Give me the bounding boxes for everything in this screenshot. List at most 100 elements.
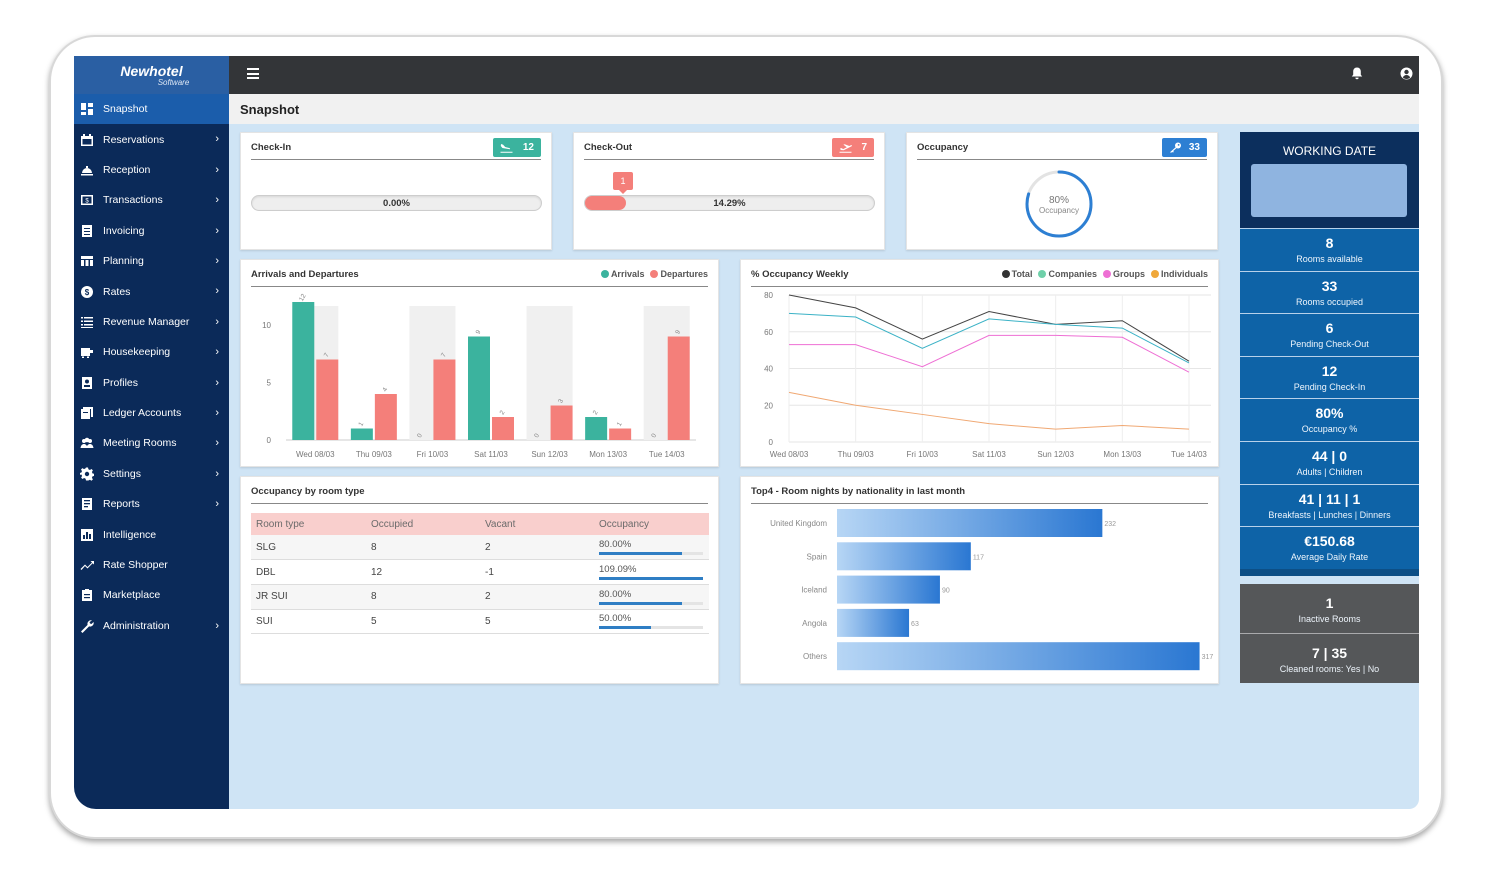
bar-data-label: 7 (440, 352, 448, 359)
series-line-total[interactable] (788, 294, 1190, 362)
hamburger-menu-icon[interactable] (247, 68, 259, 79)
bar-departures[interactable] (316, 359, 339, 441)
divider (751, 286, 1208, 287)
sidebar-item-reception[interactable]: Reception › (74, 155, 229, 185)
table-row[interactable]: DBL 12 -1 109.09% (251, 559, 709, 585)
occupancy-cell: 80.00% (594, 584, 709, 610)
logo-title: Newhotel (120, 62, 183, 79)
y-tick-label: 0 (769, 438, 774, 447)
nationality-bar[interactable] (837, 642, 1200, 671)
sidebar-item-invoicing[interactable]: Invoicing › (74, 216, 229, 246)
sidebar-item-intelligence[interactable]: Intelligence (74, 519, 229, 549)
checkin-badge[interactable]: 12 (493, 138, 541, 157)
divider (917, 159, 1207, 160)
x-tick-label: Sun 12/03 (531, 450, 568, 459)
report-icon (80, 497, 94, 511)
bar-departures[interactable] (374, 394, 397, 440)
sidebar-item-ledger-accounts[interactable]: Ledger Accounts › (74, 398, 229, 428)
table-row[interactable]: SUI 5 5 50.00% (251, 609, 709, 635)
column-header[interactable]: Room type (251, 513, 366, 535)
bar-arrivals[interactable] (468, 336, 490, 441)
sidebar-item-transactions[interactable]: $ Transactions › (74, 185, 229, 215)
bar-arrivals[interactable] (585, 417, 608, 440)
room-type-cell: SLG (251, 535, 366, 561)
working-date-stats: 8 Rooms available 33 Rooms occupied 6 Pending… (1240, 228, 1419, 569)
vacant-cell: 5 (480, 609, 594, 635)
sidebar-item-administration[interactable]: Administration › (74, 611, 229, 641)
stat-value: 6 (1325, 320, 1334, 337)
bar-departures[interactable] (492, 417, 514, 440)
legend-total[interactable]: Total (1001, 269, 1032, 279)
sidebar-item-meeting-rooms[interactable]: Meeting Rooms › (74, 428, 229, 458)
checkout-title: Check-Out (584, 142, 633, 153)
legend-groups[interactable]: Groups (1102, 269, 1145, 279)
sidebar-item-reports[interactable]: Reports › (74, 489, 229, 519)
sidebar-item-label: Intelligence (103, 528, 157, 541)
wrench-icon (80, 619, 94, 633)
sidebar-item-rate-shopper[interactable]: Rate Shopper (74, 550, 229, 580)
x-tick-label: Sat 11/03 (474, 450, 508, 459)
nationality-bar[interactable] (837, 509, 1103, 537)
chevron-right-icon: › (215, 224, 219, 237)
occupancy-badge[interactable]: 33 (1162, 138, 1207, 157)
series-line-companies[interactable] (788, 312, 1190, 364)
y-tick-label: 40 (764, 365, 773, 374)
column-header[interactable]: Occupancy (594, 513, 709, 535)
bar-departures[interactable] (550, 405, 573, 441)
stat-label: Rooms occupied (1295, 296, 1364, 307)
x-tick-label: Sat 11/03 (972, 450, 1006, 459)
series-line-groups[interactable] (789, 334, 1190, 373)
bar-departures[interactable] (609, 428, 632, 441)
occupancy-weekly-legend: Total Companies Groups Individuals (1001, 269, 1208, 279)
occupancy-bar (599, 552, 703, 556)
checkout-badge[interactable]: 7 (832, 138, 874, 157)
working-date-stat: 8 Rooms available (1240, 228, 1419, 271)
column-header[interactable]: Occupied (366, 513, 480, 535)
sidebar-item-housekeeping[interactable]: Housekeeping › (74, 337, 229, 367)
legend-arrivals[interactable]: Arrivals (600, 269, 644, 279)
working-date-title: WORKING DATE (1282, 144, 1377, 158)
series-line-individuals[interactable] (788, 391, 1190, 430)
occupancy-weekly-chart: 0 20 40 60 80 Wed 08/03 Thu 09/03 Fri 10/03 Sat … (764, 291, 1211, 459)
legend-companies[interactable]: Companies (1038, 269, 1097, 279)
sidebar-item-revenue-manager[interactable]: Revenue Manager › (74, 307, 229, 337)
checkout-count: 7 (861, 142, 867, 153)
sidebar-item-label: Housekeeping (103, 346, 171, 359)
sidebar-item-label: Reservations (103, 133, 165, 146)
legend-departures-label: Departures (660, 269, 708, 279)
sidebar-item-reservations[interactable]: Reservations › (74, 124, 229, 154)
legend-dot-departures (650, 270, 659, 278)
sidebar-item-planning[interactable]: Planning › (74, 246, 229, 276)
nationality-bar[interactable] (837, 608, 910, 637)
table-row[interactable]: JR SUI 8 2 80.00% (251, 584, 709, 610)
occupied-cell: 5 (366, 609, 480, 635)
working-date-field[interactable] (1251, 164, 1407, 217)
bar-arrivals[interactable] (292, 302, 315, 440)
table-row[interactable]: SLG 8 2 80.00% (251, 535, 709, 561)
legend-individuals[interactable]: Individuals (1150, 269, 1208, 279)
bar-arrivals[interactable] (350, 428, 373, 441)
legend-departures[interactable]: Departures (650, 269, 708, 279)
trend-icon (80, 558, 94, 572)
bar-departures[interactable] (667, 336, 690, 441)
sidebar-item-marketplace[interactable]: Marketplace (74, 580, 229, 610)
room-type-cell: JR SUI (251, 584, 366, 610)
notification-bell-icon[interactable] (1351, 67, 1363, 80)
sidebar-item-rates[interactable]: $ Rates › (74, 276, 229, 306)
nationality-bar[interactable] (837, 575, 940, 604)
user-account-icon[interactable] (1400, 67, 1413, 80)
nationality-card: Top4 - Room nights by nationality in las… (740, 476, 1219, 684)
bar-departures[interactable] (433, 359, 456, 441)
app-logo[interactable]: Newhotel Software (74, 56, 229, 94)
nationality-bar[interactable] (837, 542, 971, 571)
gear-icon (80, 467, 94, 481)
sidebar-item-settings[interactable]: Settings › (74, 459, 229, 489)
column-header[interactable]: Vacant (480, 513, 594, 535)
divider (251, 286, 708, 287)
room-status-stat: 7 | 35 Cleaned rooms: Yes | No (1240, 633, 1419, 682)
sidebar-item-snapshot[interactable]: Snapshot (74, 94, 229, 125)
occupied-cell: 12 (366, 559, 480, 585)
occupancy-cell: 109.09% (594, 559, 709, 585)
stat-value: 12 (1321, 362, 1338, 379)
sidebar-item-profiles[interactable]: Profiles › (74, 368, 229, 398)
